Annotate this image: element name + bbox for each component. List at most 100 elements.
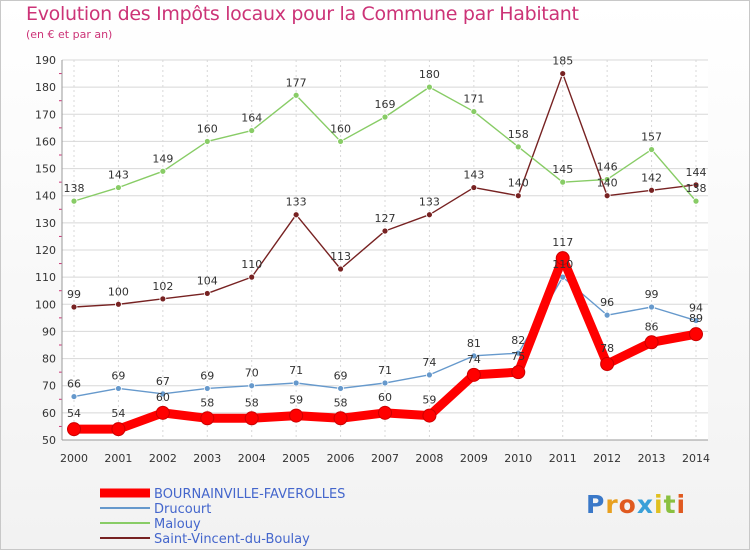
data-label: 58 <box>245 396 259 409</box>
y-tick-label: 140 <box>35 190 56 203</box>
data-point <box>248 273 256 281</box>
data-label: 133 <box>419 196 440 209</box>
data-label: 82 <box>511 334 525 347</box>
data-point <box>378 405 392 420</box>
data-label: 160 <box>330 122 351 135</box>
y-tick-label: 100 <box>35 298 56 311</box>
data-point <box>648 146 655 153</box>
data-label: 143 <box>463 169 484 182</box>
data-point <box>603 176 611 183</box>
data-point <box>511 365 526 380</box>
data-label: 60 <box>156 391 170 404</box>
data-label: 69 <box>111 369 125 382</box>
data-point <box>603 192 611 200</box>
data-point <box>337 385 344 392</box>
legend-label: Drucourt <box>154 502 211 517</box>
data-label: 110 <box>241 258 262 271</box>
data-label: 71 <box>378 364 392 377</box>
data-point <box>70 393 78 400</box>
x-tick-label: 2007 <box>371 452 399 465</box>
x-tick-label: 2005 <box>282 452 310 465</box>
data-point <box>514 143 522 151</box>
data-label: 140 <box>508 177 529 190</box>
data-point <box>159 390 167 398</box>
data-point <box>200 411 215 426</box>
data-label: 146 <box>597 160 618 173</box>
data-label: 113 <box>330 250 351 263</box>
data-point <box>692 181 700 189</box>
data-label: 158 <box>508 128 529 141</box>
data-point <box>600 357 615 371</box>
data-point <box>155 405 170 420</box>
data-label: 58 <box>334 396 348 409</box>
data-label: 127 <box>375 212 396 225</box>
data-label: 104 <box>197 274 218 287</box>
x-tick-label: 2013 <box>638 452 666 465</box>
data-point <box>337 138 344 145</box>
legend-label: BOURNAINVILLE-FAVEROLLES <box>154 487 345 502</box>
data-point <box>644 335 659 350</box>
y-tick-label: 50 <box>42 434 56 447</box>
data-label: 180 <box>419 68 440 81</box>
data-label: 74 <box>467 353 481 366</box>
data-point <box>381 227 389 235</box>
legend-label: Saint-Vincent-du-Boulay <box>154 532 310 547</box>
y-tick-label: 120 <box>35 244 56 257</box>
data-label: 138 <box>686 182 707 195</box>
data-point <box>289 408 304 423</box>
data-point <box>648 303 655 311</box>
x-tick-label: 2006 <box>327 452 355 465</box>
data-point <box>692 197 700 205</box>
data-label: 133 <box>286 196 307 209</box>
data-label: 60 <box>378 391 392 404</box>
data-point <box>203 385 211 392</box>
data-point <box>381 379 389 387</box>
data-point <box>203 290 211 297</box>
data-point <box>514 192 522 200</box>
data-point <box>381 113 389 121</box>
data-point <box>559 70 567 77</box>
data-label: 75 <box>511 350 525 363</box>
data-label: 185 <box>552 55 573 68</box>
data-label: 66 <box>67 378 81 391</box>
data-point <box>115 184 122 191</box>
chart-subtitle: (en € et par an) <box>26 28 113 41</box>
data-point <box>67 422 81 437</box>
data-point <box>159 295 167 303</box>
data-label: 58 <box>200 396 214 409</box>
data-label: 69 <box>200 369 214 382</box>
data-point <box>426 83 433 91</box>
x-tick-label: 2008 <box>415 452 443 465</box>
data-point <box>115 385 122 392</box>
data-label: 110 <box>552 258 573 271</box>
proxiti-logo: Proxiti <box>586 490 687 519</box>
x-tick-label: 2010 <box>504 452 532 465</box>
y-tick-label: 170 <box>35 108 56 121</box>
data-label: 171 <box>463 93 484 106</box>
data-point <box>466 367 481 382</box>
data-point <box>426 211 433 219</box>
data-label: 100 <box>108 285 129 298</box>
y-tick-label: 90 <box>42 325 56 338</box>
x-tick-label: 2011 <box>549 452 577 465</box>
data-point <box>70 197 78 205</box>
data-label: 102 <box>152 280 173 293</box>
data-point <box>559 178 567 186</box>
data-label: 54 <box>111 407 125 420</box>
data-point <box>292 91 300 99</box>
data-label: 59 <box>289 394 303 407</box>
data-point <box>555 251 570 266</box>
data-label: 169 <box>375 98 396 111</box>
data-point <box>648 186 655 194</box>
y-tick-label: 160 <box>35 135 56 148</box>
data-label: 71 <box>289 364 303 377</box>
y-tick-label: 80 <box>42 353 56 366</box>
x-tick-label: 2014 <box>682 452 710 465</box>
data-point <box>603 311 611 319</box>
data-label: 74 <box>422 356 436 369</box>
y-tick-label: 190 <box>35 54 56 67</box>
data-point <box>292 211 300 219</box>
data-label: 67 <box>156 375 170 388</box>
data-point <box>159 167 167 175</box>
